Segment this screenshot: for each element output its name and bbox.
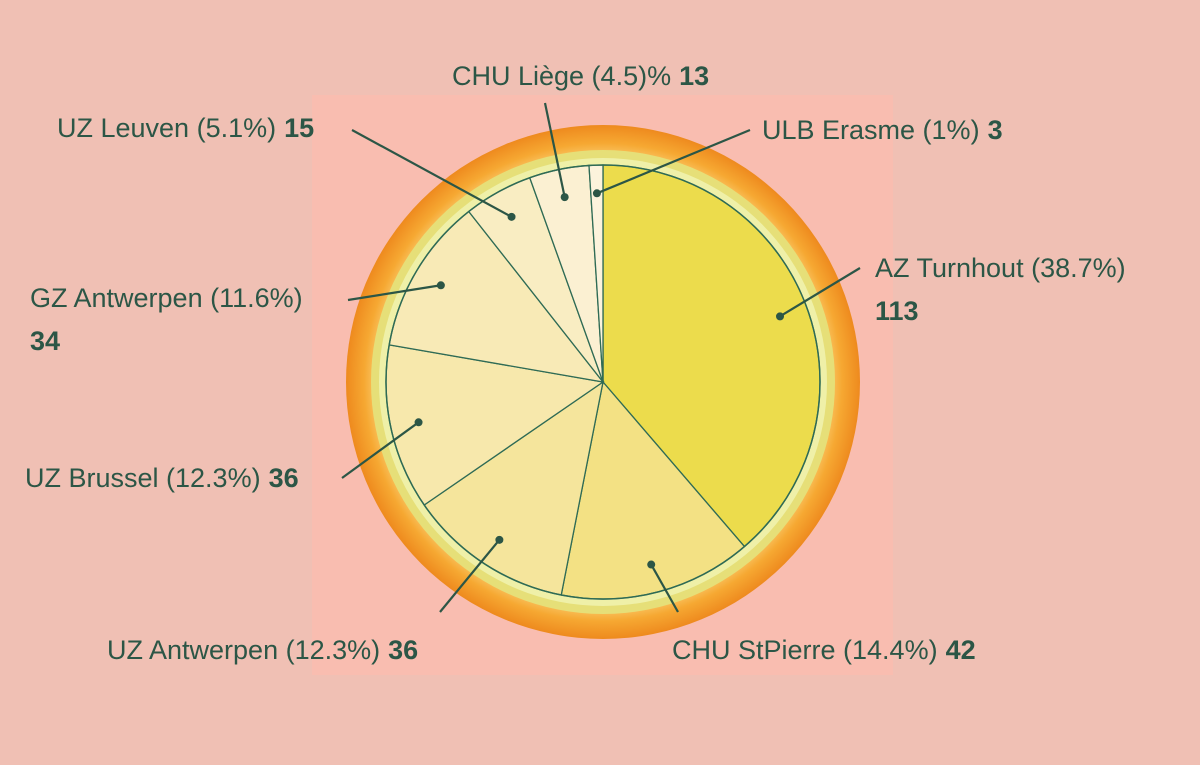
leader-dot (495, 535, 504, 544)
slice-label: UZ Brussel (12.3%) (25, 463, 261, 493)
leader-dot (776, 312, 785, 321)
value-label: 113 (875, 296, 919, 326)
slice-label: ULB Erasme (1%) (762, 115, 980, 145)
leader-line (347, 284, 442, 302)
leader-line (543, 102, 566, 198)
slice-label-group: CHU Liège (4.5)% 13 (452, 61, 709, 91)
slice-label: UZ Leuven (5.1%) (57, 113, 276, 143)
leader-line (341, 421, 420, 479)
slice-label-group: UZ Antwerpen (12.3%) 36 (107, 635, 418, 665)
value-label: 3 (988, 115, 1003, 145)
slice-label-group: UZ Brussel (12.3%) 36 (25, 463, 299, 493)
slice-label-group: ULB Erasme (1%) 3 (762, 115, 1003, 145)
leader-dot (436, 281, 445, 290)
value-label: 36 (269, 463, 299, 493)
slice-label: AZ Turnhout (38.7%) (875, 253, 1126, 283)
value-label: 13 (679, 61, 709, 91)
slice-label-group: CHU StPierre (14.4%) 42 (672, 635, 976, 665)
leader-dot (647, 560, 656, 569)
leader-line (351, 129, 513, 218)
leader-dot (414, 418, 423, 427)
leader-line (650, 563, 679, 613)
slice-label: CHU StPierre (14.4%) (672, 635, 938, 665)
slice-label: GZ Antwerpen (11.6%) (30, 283, 303, 313)
leader-dot (507, 212, 516, 221)
value-label: 34 (30, 326, 60, 356)
leader-line (439, 539, 501, 613)
slice-label: UZ Antwerpen (12.3%) (107, 635, 380, 665)
value-label: 15 (284, 113, 314, 143)
leader-dot (592, 189, 601, 198)
slice-outline (385, 164, 821, 600)
value-label: 42 (946, 635, 976, 665)
leader-line (596, 128, 751, 195)
leader-line (779, 267, 861, 318)
value-label: 36 (388, 635, 418, 665)
slice-label: CHU Liège (4.5)% (452, 61, 671, 91)
slice-label-group: UZ Leuven (5.1%) 15 (57, 113, 314, 143)
leader-dot (560, 193, 569, 202)
